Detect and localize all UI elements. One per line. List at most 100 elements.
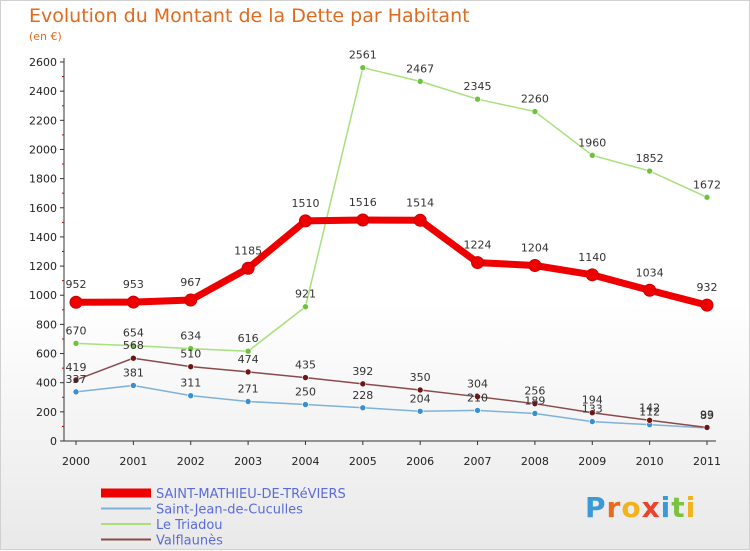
data-point — [474, 95, 481, 103]
data-point — [359, 380, 367, 388]
data-point — [585, 268, 599, 282]
y-tick-label: 2200 — [29, 114, 57, 127]
data-label: 194 — [582, 394, 603, 407]
x-tick-label: 2006 — [406, 455, 434, 468]
data-label: 89 — [700, 409, 714, 422]
data-point — [531, 410, 539, 417]
data-point — [588, 418, 596, 425]
y-tick-label: 1800 — [29, 173, 57, 186]
data-point — [187, 392, 195, 399]
logo-letter: r — [606, 491, 622, 524]
chart-unit: (en €) — [29, 30, 62, 43]
data-point — [72, 388, 80, 396]
y-tick-label: 0 — [50, 435, 57, 448]
data-label: 921 — [295, 288, 316, 301]
data-point — [588, 151, 596, 159]
logo-letter: x — [641, 491, 661, 524]
data-point — [474, 393, 481, 400]
data-point — [588, 409, 596, 417]
data-point — [244, 347, 252, 355]
y-tick-label: 1200 — [29, 260, 57, 273]
x-tick-label: 2007 — [464, 455, 492, 468]
x-tick-label: 2010 — [636, 455, 664, 468]
data-point — [700, 298, 714, 312]
data-point — [130, 354, 137, 362]
data-label: 210 — [467, 391, 488, 404]
logo-letter: o — [621, 491, 642, 524]
y-tick-label: 1000 — [29, 289, 57, 302]
data-point — [302, 401, 309, 408]
data-point — [531, 108, 539, 115]
data-label: 381 — [123, 366, 144, 379]
chart-title: Evolution du Montant de la Dette par Hab… — [29, 5, 470, 27]
data-label: 1140 — [578, 251, 606, 264]
y-tick-label: 1400 — [29, 231, 57, 244]
data-point — [703, 424, 711, 431]
x-tick-label: 2003 — [234, 455, 262, 468]
data-label: 2467 — [406, 62, 434, 75]
x-tick-label: 2002 — [177, 455, 205, 468]
data-point — [416, 386, 424, 394]
data-label: 2345 — [464, 80, 492, 93]
logo-letter: t — [671, 491, 686, 524]
data-point — [416, 78, 424, 85]
x-tick-label: 2000 — [62, 455, 90, 468]
data-label: 568 — [123, 339, 144, 352]
series-line-0 — [72, 216, 711, 309]
data-point — [359, 404, 367, 412]
y-tick-label: 2000 — [29, 143, 57, 156]
data-point — [531, 400, 539, 407]
data-point — [643, 283, 657, 297]
data-point — [184, 293, 198, 307]
x-tick-label: 2005 — [349, 455, 377, 468]
logo-letter: i — [660, 491, 672, 524]
series-line-3 — [75, 357, 708, 429]
data-label: 228 — [352, 389, 373, 402]
y-tick-label: 2400 — [29, 85, 57, 98]
x-tick-label: 2009 — [578, 455, 606, 468]
legend-label: Valflaunès — [156, 534, 223, 549]
data-label: 304 — [467, 378, 488, 391]
data-label: 670 — [66, 324, 87, 337]
data-label: 271 — [238, 382, 259, 395]
data-label: 616 — [238, 332, 259, 345]
x-tick-label: 2008 — [521, 455, 549, 468]
logo-letter: P — [585, 491, 607, 524]
data-label: 337 — [66, 373, 87, 386]
legend: SAINT-MATHIEU-DE-TRéVIERSSaint-Jean-de-C… — [101, 487, 346, 549]
legend-label: Saint-Jean-de-Cuculles — [156, 503, 303, 518]
data-label: 2561 — [349, 49, 377, 62]
data-label: 112 — [639, 406, 660, 419]
proxiti-logo: Proxiti — [585, 491, 696, 524]
x-tick-label: 2011 — [693, 455, 721, 468]
data-point — [703, 193, 711, 201]
data-point — [646, 417, 653, 424]
data-label: 2260 — [521, 93, 549, 106]
data-point — [416, 407, 424, 415]
data-point — [302, 303, 309, 311]
data-label: 1510 — [291, 197, 319, 210]
x-tick-label: 2001 — [119, 455, 147, 468]
legend-label: SAINT-MATHIEU-DE-TRéVIERS — [156, 487, 346, 502]
data-point — [187, 363, 195, 370]
data-labels: 952 953 967 1185 1510 1516 1514 1224 1204 1140 103… — [66, 49, 722, 422]
y-tick-label: 200 — [36, 406, 57, 419]
data-label: 634 — [180, 330, 201, 343]
data-point — [241, 261, 255, 275]
data-point — [298, 214, 312, 228]
series-line-1 — [75, 384, 708, 429]
data-point — [72, 340, 80, 347]
data-label: 419 — [66, 361, 87, 374]
data-point — [69, 295, 83, 309]
data-label: 1672 — [693, 178, 721, 191]
data-label: 510 — [180, 348, 201, 361]
data-label: 932 — [697, 281, 718, 294]
data-label: 1034 — [636, 266, 664, 279]
legend-label: Le Triadou — [156, 518, 223, 533]
data-point — [302, 374, 309, 381]
data-label: 189 — [524, 394, 545, 407]
y-tick-label: 2600 — [29, 56, 57, 69]
data-point — [187, 345, 195, 352]
data-label: 654 — [123, 327, 144, 340]
